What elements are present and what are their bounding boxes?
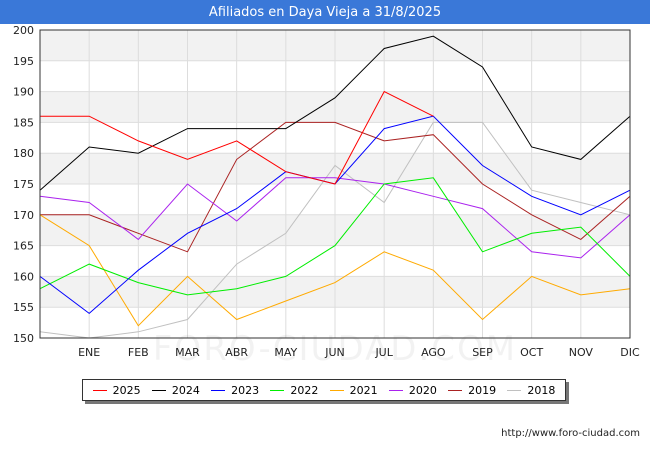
y-tick-label: 185	[13, 116, 34, 129]
legend-swatch	[92, 389, 107, 391]
x-tick-label: SEP	[472, 346, 493, 359]
x-tick-label: DIC	[620, 346, 640, 359]
legend-label: 2018	[527, 383, 556, 397]
legend-label: 2025	[112, 383, 141, 397]
x-tick-label: JUL	[374, 346, 393, 359]
y-tick-label: 155	[13, 301, 34, 314]
x-tick-label: ABR	[225, 346, 248, 359]
legend-swatch	[388, 389, 403, 391]
x-tick-label: OCT	[520, 346, 543, 359]
plot-border	[39, 29, 631, 339]
legend-item-2019: 2019	[448, 384, 496, 397]
y-tick-label: 170	[13, 209, 34, 222]
legend-item-2022: 2022	[270, 384, 318, 397]
legend-label: 2021	[349, 383, 378, 397]
legend: 2025 2024 2023 2022 2021 2020 2019 2018	[82, 379, 566, 401]
series-line-2022	[39, 177, 631, 296]
legend-label: 2024	[171, 383, 200, 397]
legend-swatch	[448, 389, 463, 391]
legend-item-2025: 2025	[92, 383, 141, 397]
y-tick-label: 190	[13, 86, 34, 99]
legend-label: 2022	[290, 383, 319, 397]
legend-item-2023: 2023	[211, 384, 259, 397]
legend-item-2018: 2018	[507, 384, 555, 397]
legend-item-2024: 2024	[151, 383, 200, 397]
y-tick-label: 200	[13, 24, 34, 37]
legend-swatch	[270, 389, 285, 391]
x-tick-label: NOV	[569, 346, 594, 359]
x-tick-label: MAR	[175, 346, 200, 359]
series-lines	[39, 35, 631, 339]
y-tick-label: 195	[13, 55, 34, 68]
y-tick-label: 150	[13, 332, 34, 345]
legend-label: 2023	[231, 383, 260, 397]
source-link[interactable]: http://www.foro-ciudad.com	[501, 428, 640, 439]
y-tick-label: 180	[13, 147, 34, 160]
y-tick-label: 165	[13, 240, 34, 253]
legend-swatch	[329, 389, 344, 391]
legend-swatch	[211, 389, 226, 391]
x-tick-label: ENE	[78, 346, 100, 359]
series-line-2021	[39, 214, 631, 327]
x-tick-label: AGO	[421, 346, 446, 359]
legend-label: 2019	[468, 383, 497, 397]
series-line-2020	[39, 177, 631, 259]
y-axis-ticks: 150 155 160 165 170 175 180 185 190 195 200	[13, 24, 34, 345]
legend-item-2021: 2021	[329, 383, 378, 397]
x-tick-label: JUN	[324, 346, 345, 359]
legend-item-2020: 2020	[388, 383, 437, 397]
x-axis-ticks: ENE FEB MAR ABR MAY JUN JUL AGO SEP OCT NOV DIC	[78, 346, 640, 359]
legend-swatch	[151, 389, 166, 391]
y-tick-label: 175	[13, 178, 34, 191]
x-tick-label: MAY	[274, 346, 297, 359]
x-tick-label: FEB	[128, 346, 149, 359]
series-line-2018	[39, 121, 631, 339]
legend-swatch	[507, 389, 522, 391]
series-line-2025	[40, 90, 434, 185]
legend-label: 2020	[408, 383, 437, 397]
series-line-2024	[39, 35, 631, 191]
chart-title: Afiliados en Daya Vieja a 31/8/2025	[0, 0, 650, 24]
y-tick-label: 160	[13, 270, 34, 283]
series-line-2019	[40, 121, 631, 253]
watermark: FORO-CIUDAD.COM	[153, 329, 517, 369]
